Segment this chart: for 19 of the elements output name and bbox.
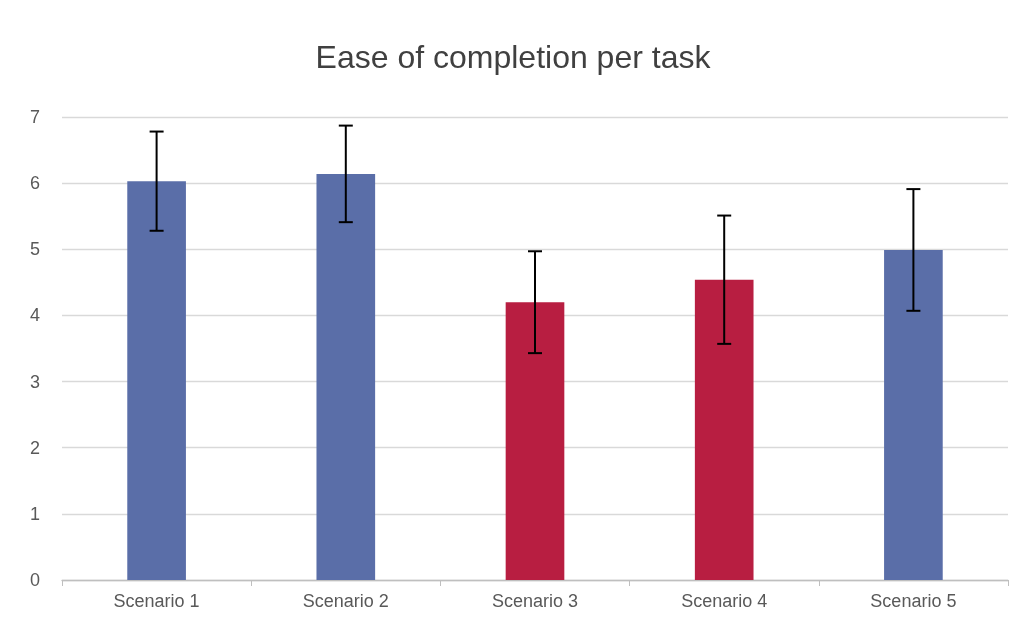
y-tick-label: 5 bbox=[29, 239, 40, 260]
bar bbox=[505, 302, 565, 580]
x-tick-label: Scenario 2 bbox=[302, 591, 389, 611]
chart-title: Ease of completion per task bbox=[315, 39, 712, 75]
y-tick-label: 2 bbox=[29, 437, 40, 458]
y-tick-label: 7 bbox=[29, 107, 40, 127]
bar bbox=[694, 279, 754, 580]
x-tick-label: Scenario 4 bbox=[681, 591, 768, 611]
bar bbox=[316, 173, 376, 580]
y-tick-label: 4 bbox=[29, 305, 40, 326]
y-tick-label: 6 bbox=[29, 173, 40, 194]
x-tick-label: Scenario 5 bbox=[870, 591, 957, 611]
bar bbox=[884, 249, 943, 580]
y-tick-label: 3 bbox=[29, 371, 40, 392]
y-tick-label: 0 bbox=[29, 570, 40, 590]
x-tick-label: Scenario 1 bbox=[113, 591, 200, 611]
y-tick-label: 1 bbox=[29, 503, 40, 524]
bar bbox=[127, 181, 186, 580]
x-tick-label: Scenario 3 bbox=[491, 591, 579, 611]
